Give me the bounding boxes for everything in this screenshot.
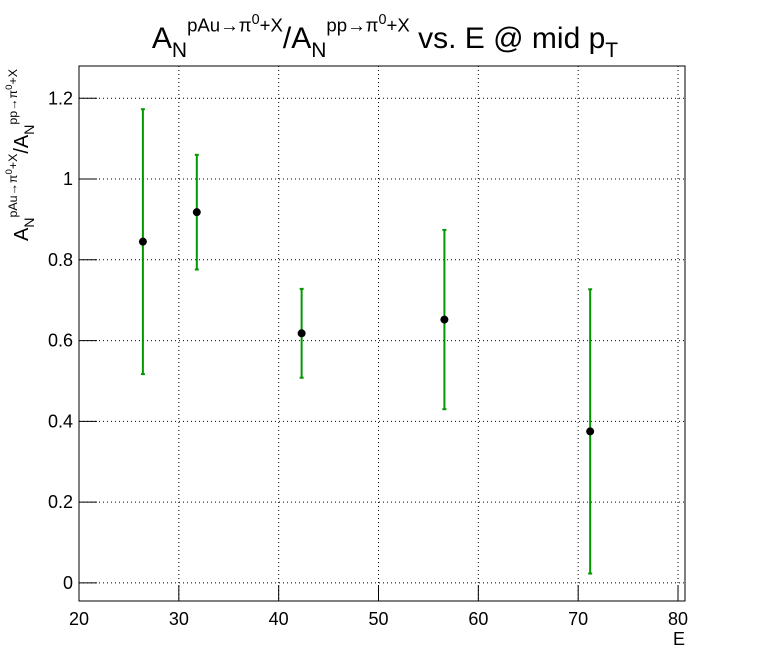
label-part: pAu→π	[6, 175, 20, 218]
label-part: pp→π	[326, 15, 378, 36]
label-part: +X	[387, 15, 411, 36]
y-tick-label: 0.2	[48, 492, 73, 512]
x-tick-label: 70	[568, 609, 588, 629]
y-tick-label: 0.6	[48, 331, 73, 351]
y-tick-label: 1	[63, 169, 73, 189]
point	[192, 208, 201, 217]
y-axis-label: ANpAu→π0+X/ANpp→π0+X	[4, 69, 37, 241]
label-part: /A	[11, 134, 33, 154]
label-part: N	[172, 39, 187, 62]
label-part: N	[21, 125, 37, 135]
label-part: +X	[6, 69, 20, 85]
x-tick-label: 20	[69, 609, 89, 629]
label-part: vs. E @ mid p	[410, 22, 606, 55]
label-part: N	[311, 39, 326, 62]
label-part: 0	[379, 12, 387, 28]
plot-frame	[78, 65, 686, 602]
point	[138, 237, 147, 246]
y-tick-label: 0.8	[48, 250, 73, 270]
label-part: A	[152, 22, 172, 55]
label-part: pp→π	[6, 90, 20, 125]
label-part: /A	[283, 22, 311, 55]
label-part: 0	[4, 169, 15, 174]
y-tick-label: 0	[63, 573, 73, 593]
label-part: 0	[4, 85, 15, 90]
label-part: T	[605, 39, 618, 62]
label-part: A	[11, 227, 33, 241]
label-part: +X	[6, 154, 20, 170]
x-tick-label: 40	[269, 609, 289, 629]
y-tick-label: 1.2	[48, 88, 73, 108]
point	[586, 427, 595, 436]
point	[297, 329, 306, 338]
x-tick-label: 50	[368, 609, 388, 629]
y-tick-label: 0.4	[48, 411, 73, 431]
x-tick-label: 30	[169, 609, 189, 629]
x-tick-label: 60	[468, 609, 488, 629]
point	[440, 315, 449, 324]
label-part: N	[21, 218, 37, 228]
label-part: +X	[260, 15, 284, 36]
chart-title: ANpAu→π0+X/ANpp→π0+X vs. E @ mid pT	[152, 12, 618, 62]
label-part: pAu→π	[187, 15, 252, 36]
x-tick-label: 80	[668, 609, 688, 629]
label-part: 0	[252, 12, 260, 28]
x-axis-label: E	[673, 629, 685, 649]
